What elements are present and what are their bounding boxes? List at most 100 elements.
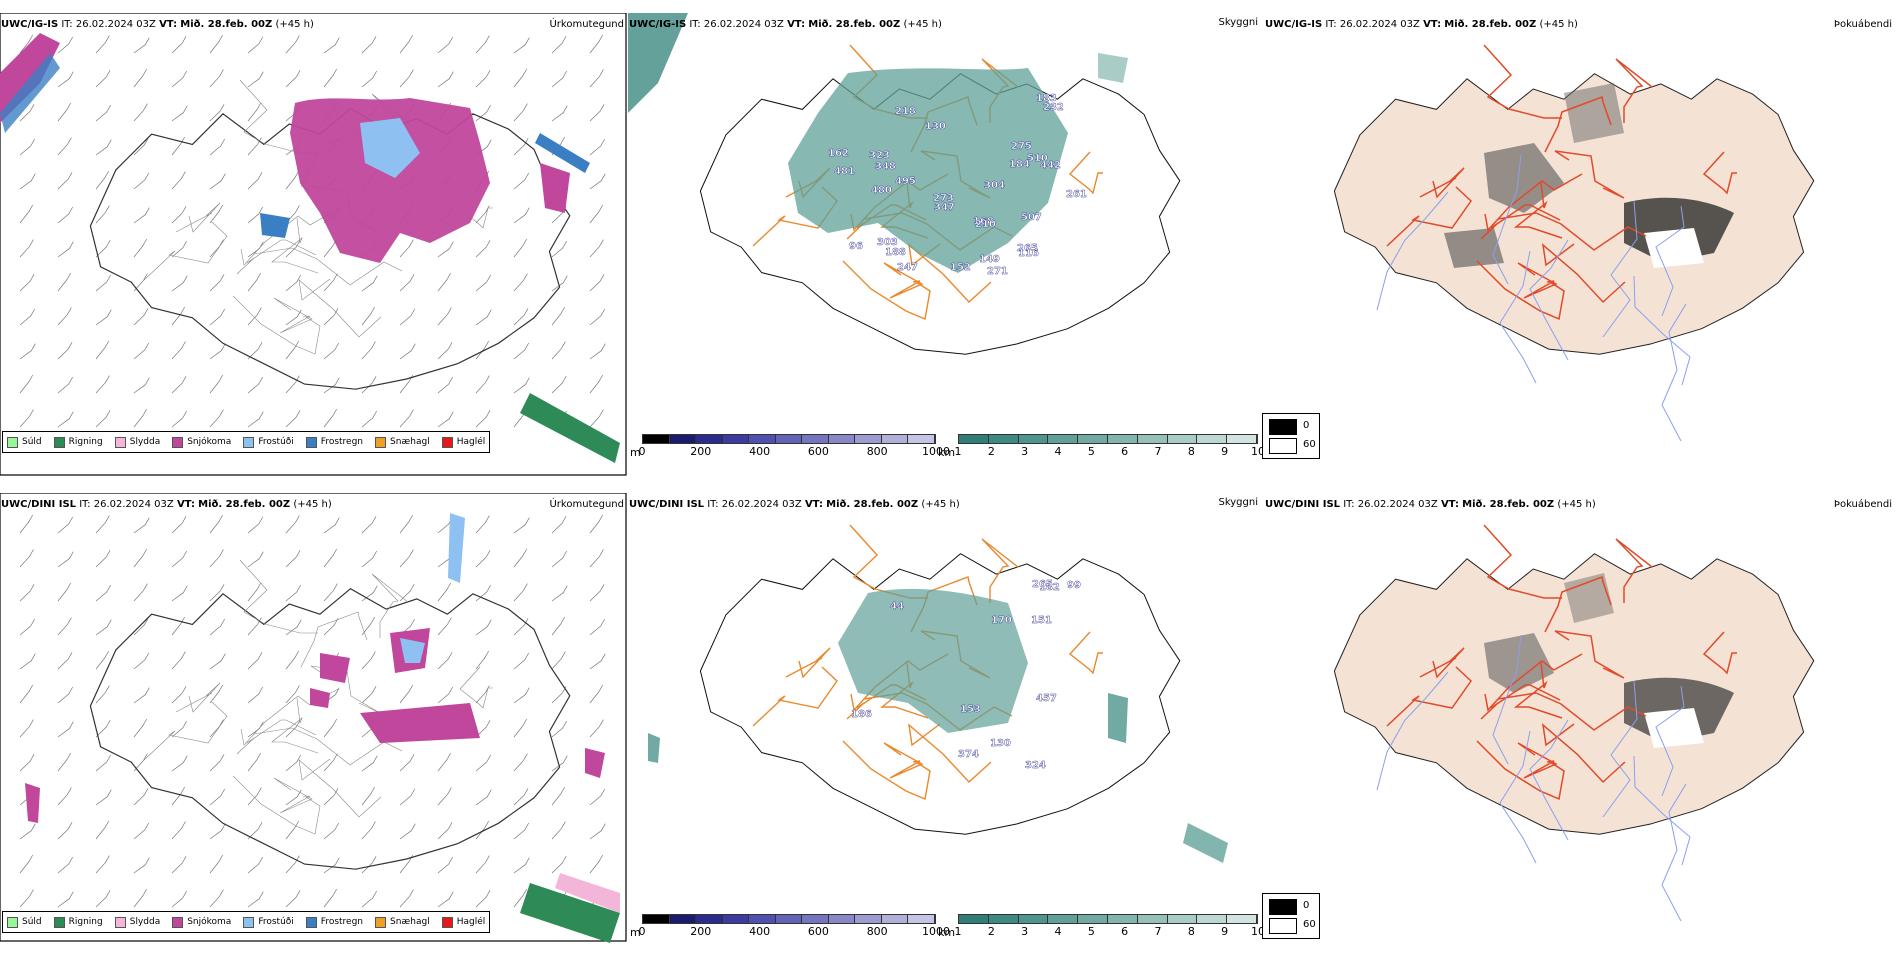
cloud-base-label: 348: [875, 161, 896, 172]
cloud-map-top: 271 218 303 323 510 149 261 495 347 188 96 162 273 16…: [628, 13, 1181, 355]
wind-barb: [19, 204, 34, 224]
cloud-base-label: 232: [1043, 102, 1064, 113]
wind-barb: [19, 343, 36, 360]
wind-barb: [171, 306, 186, 326]
wind-barb: [361, 651, 376, 670]
wind-barb: [437, 822, 453, 840]
fog-title-top: Þokuábendi: [1833, 19, 1892, 30]
wind-barb: [437, 856, 454, 874]
colorbar-cell: [643, 915, 670, 923]
wind-barb: [323, 822, 340, 840]
colorbar-cell: [643, 435, 670, 443]
wind-barb: [95, 789, 112, 806]
wind-barb: [171, 136, 186, 156]
wind-barb: [513, 273, 528, 292]
colorbar-tick: 1: [954, 445, 962, 458]
wind-barb: [95, 104, 112, 122]
road-line: [1554, 150, 1625, 199]
road-line: [271, 217, 319, 274]
wind-barb: [399, 584, 415, 602]
wind-barb: [19, 409, 34, 428]
road-line: [142, 701, 228, 762]
wind-barb: [57, 307, 72, 326]
colorbar-tick: 200: [690, 925, 712, 938]
road-line: [1541, 243, 1626, 304]
precip-map-top: [0, 13, 627, 476]
wind-barb: [209, 889, 224, 908]
wind-barb: [361, 550, 378, 568]
colorbar-tick: 1000: [922, 445, 950, 458]
wind-barb: [589, 854, 604, 874]
wind-barb: [95, 650, 110, 670]
road-line: [883, 742, 924, 779]
fog-panel-bottom: UWC/DINI ISL IT: 26.02.2024 03Z VT: Mið.…: [1264, 493, 1900, 957]
fog-legend-top: 0 60: [1262, 413, 1320, 459]
road-line: [1544, 95, 1612, 153]
cloud-base-label: 210: [975, 219, 996, 230]
legend-item-2: Slydda: [114, 916, 160, 928]
legend-item-7: Haglél: [441, 916, 485, 928]
road-line: [1068, 151, 1103, 195]
wind-barb: [475, 890, 491, 908]
colorbar-cell: [855, 435, 882, 443]
wind-barb: [551, 306, 566, 326]
colorbar-tick: 10: [1251, 445, 1265, 458]
ceiling-unit-top: m: [630, 446, 641, 459]
wind-barb: [19, 274, 35, 292]
road-line: [1419, 167, 1465, 199]
road-line: [1702, 631, 1737, 675]
wind-barb: [19, 653, 36, 670]
wind-barb: [437, 617, 452, 636]
road-line: [1554, 630, 1625, 679]
wind-barb: [589, 549, 604, 568]
wind-barb: [209, 343, 226, 360]
colorbar-cell: [1137, 915, 1168, 923]
wind-barb: [323, 888, 338, 908]
river-line: [1602, 200, 1638, 338]
wind-barb: [57, 582, 72, 602]
colorbar-cell: [1197, 435, 1228, 443]
cloud-base-label: 184: [1009, 159, 1030, 170]
precip-title-bottom: Úrkomutegund: [549, 499, 624, 510]
colorbar-cell: [1137, 435, 1168, 443]
wind-barb: [247, 721, 264, 738]
road-line: [239, 559, 318, 634]
wind-barb: [437, 686, 454, 704]
wind-barb: [285, 35, 300, 54]
wind-barb: [437, 307, 452, 326]
river-line: [1602, 680, 1638, 818]
wind-barb: [361, 70, 378, 88]
road-line: [1517, 262, 1558, 299]
wind-barb: [589, 138, 606, 156]
wind-barb: [437, 652, 453, 670]
wind-barb: [57, 822, 73, 840]
wind-barb: [19, 854, 34, 874]
legend-swatch: [441, 436, 453, 448]
wind-barb: [323, 377, 340, 394]
wind-barb: [399, 69, 414, 88]
wind-barb: [551, 786, 566, 806]
wind-barb: [285, 170, 300, 190]
river-line: [1376, 191, 1449, 311]
wind-barb: [399, 409, 414, 428]
legend-item-2: Slydda: [114, 436, 160, 448]
road-line: [849, 524, 928, 599]
wind-barb: [247, 137, 262, 156]
wind-barb: [171, 755, 188, 772]
wind-barb: [551, 341, 566, 360]
wind-barb: [57, 787, 72, 806]
wind-barb: [437, 71, 454, 88]
colorbar-cell: [908, 435, 936, 443]
river-line: [1655, 685, 1685, 797]
cloud-base-label: 374: [958, 749, 979, 760]
vis-unit-top: km: [938, 446, 956, 459]
colorbar-cell: [881, 915, 909, 923]
colorbar-cell: [1048, 435, 1079, 443]
cloud-base-label: 152: [950, 262, 971, 273]
colorbar-tick: 0: [638, 445, 646, 458]
cloud-base-label: 153: [960, 704, 981, 715]
cloud-base-label: 271: [987, 266, 1008, 277]
cloud-base-label: 347: [934, 202, 955, 213]
wind-barb: [285, 375, 300, 394]
wind-barb: [247, 891, 264, 908]
